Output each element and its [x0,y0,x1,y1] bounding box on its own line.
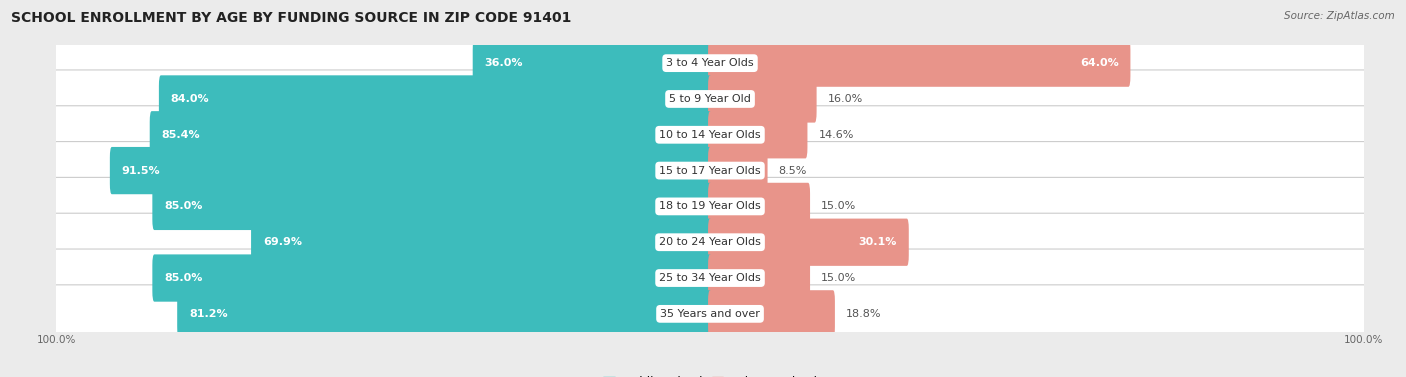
FancyBboxPatch shape [709,147,768,194]
FancyBboxPatch shape [709,111,807,158]
FancyBboxPatch shape [149,111,711,158]
Text: 36.0%: 36.0% [485,58,523,68]
Text: 91.5%: 91.5% [122,166,160,176]
Text: 8.5%: 8.5% [779,166,807,176]
Text: 14.6%: 14.6% [818,130,853,140]
Text: 15.0%: 15.0% [821,273,856,283]
FancyBboxPatch shape [53,213,1367,271]
Text: 85.4%: 85.4% [162,130,200,140]
FancyBboxPatch shape [53,142,1367,199]
Text: 10 to 14 Year Olds: 10 to 14 Year Olds [659,130,761,140]
Text: 15.0%: 15.0% [821,201,856,211]
Text: 85.0%: 85.0% [165,201,202,211]
FancyBboxPatch shape [53,285,1367,343]
Text: SCHOOL ENROLLMENT BY AGE BY FUNDING SOURCE IN ZIP CODE 91401: SCHOOL ENROLLMENT BY AGE BY FUNDING SOUR… [11,11,572,25]
FancyBboxPatch shape [110,147,711,194]
FancyBboxPatch shape [472,40,711,87]
Text: 16.0%: 16.0% [828,94,863,104]
Text: 84.0%: 84.0% [170,94,209,104]
FancyBboxPatch shape [53,106,1367,164]
FancyBboxPatch shape [709,290,835,337]
FancyBboxPatch shape [152,183,711,230]
FancyBboxPatch shape [709,75,817,123]
Text: 20 to 24 Year Olds: 20 to 24 Year Olds [659,237,761,247]
Text: 69.9%: 69.9% [263,237,302,247]
Text: 5 to 9 Year Old: 5 to 9 Year Old [669,94,751,104]
Legend: Public School, Private School: Public School, Private School [603,376,817,377]
FancyBboxPatch shape [252,219,711,266]
Text: 64.0%: 64.0% [1080,58,1119,68]
FancyBboxPatch shape [159,75,711,123]
FancyBboxPatch shape [53,34,1367,92]
FancyBboxPatch shape [177,290,711,337]
Text: 3 to 4 Year Olds: 3 to 4 Year Olds [666,58,754,68]
FancyBboxPatch shape [53,178,1367,235]
Text: 30.1%: 30.1% [859,237,897,247]
FancyBboxPatch shape [709,254,810,302]
Text: 25 to 34 Year Olds: 25 to 34 Year Olds [659,273,761,283]
FancyBboxPatch shape [709,183,810,230]
FancyBboxPatch shape [53,70,1367,128]
Text: 35 Years and over: 35 Years and over [659,309,761,319]
FancyBboxPatch shape [53,249,1367,307]
Text: 18.8%: 18.8% [846,309,882,319]
Text: 85.0%: 85.0% [165,273,202,283]
Text: 18 to 19 Year Olds: 18 to 19 Year Olds [659,201,761,211]
Text: 15 to 17 Year Olds: 15 to 17 Year Olds [659,166,761,176]
FancyBboxPatch shape [152,254,711,302]
FancyBboxPatch shape [709,40,1130,87]
FancyBboxPatch shape [709,219,908,266]
Text: Source: ZipAtlas.com: Source: ZipAtlas.com [1284,11,1395,21]
Text: 81.2%: 81.2% [188,309,228,319]
